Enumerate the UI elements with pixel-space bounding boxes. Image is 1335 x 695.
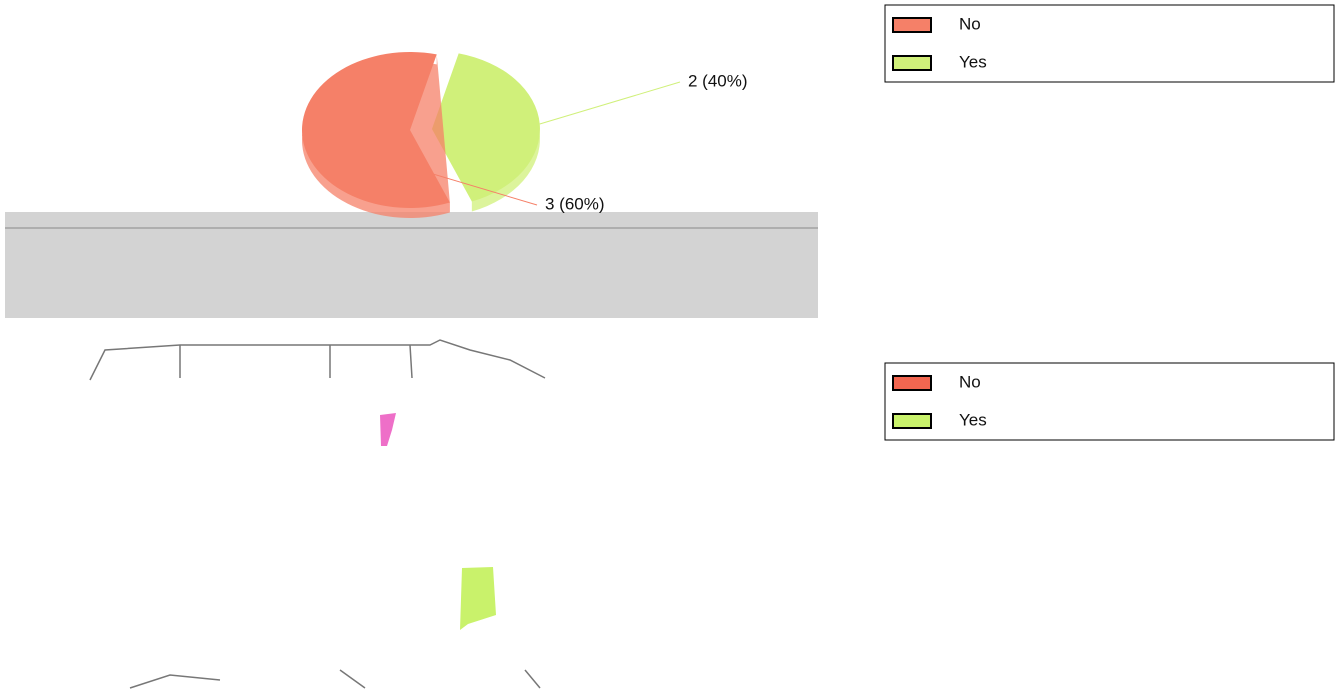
legend-swatch (892, 17, 932, 33)
legend-label: No (959, 372, 981, 391)
map-outline (179, 344, 413, 379)
map-region (380, 413, 396, 446)
map-outline (89, 339, 546, 381)
data-label: 2 (40%) (688, 71, 748, 90)
legend-swatch (892, 413, 932, 429)
leader-line (539, 81, 681, 125)
legend-label: Yes (959, 410, 987, 429)
map-region (460, 567, 496, 630)
legend-swatch (892, 55, 932, 71)
render-artifact (5, 212, 818, 318)
legend-label: Yes (959, 52, 987, 71)
legend-box (884, 362, 1335, 441)
map-outline (129, 669, 541, 689)
legend-swatch (892, 375, 932, 391)
pie-slice (302, 51, 450, 209)
legend-label: No (959, 14, 981, 33)
legend-box (884, 4, 1335, 83)
pie-slice (431, 53, 540, 202)
leader-line (302, 134, 538, 206)
data-label: 3 (60%) (545, 194, 605, 213)
